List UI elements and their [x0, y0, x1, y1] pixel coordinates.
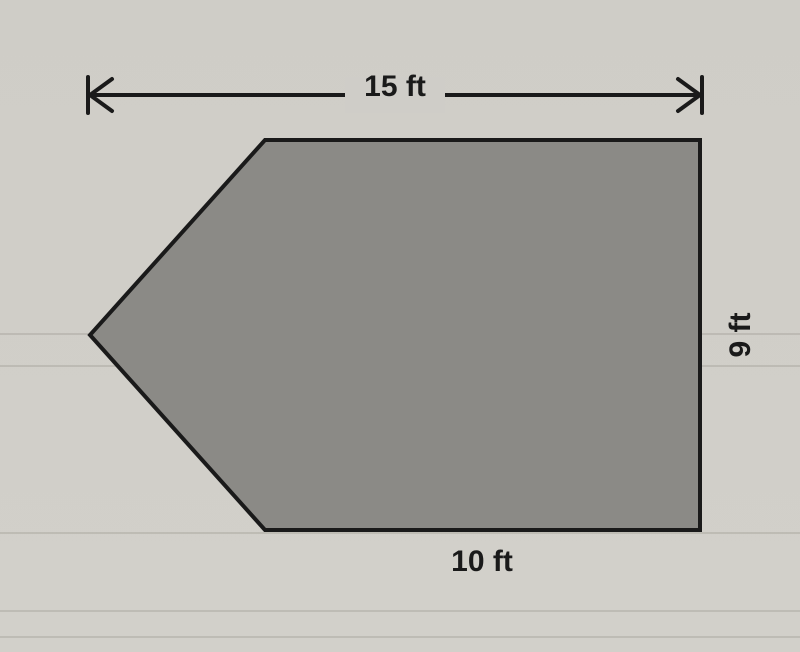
geometry-diagram: 15 ft 9 ft 10 ft [0, 0, 800, 652]
diagram-container: 15 ft 9 ft 10 ft [0, 0, 800, 652]
dimension-top-label: 15 ft [364, 70, 426, 103]
dimension-right-label: 9 ft [724, 312, 757, 357]
dimension-bottom-label: 10 ft [451, 545, 513, 578]
dimension-top: 15 ft [88, 70, 702, 113]
composite-pentagon-shape [90, 140, 700, 530]
